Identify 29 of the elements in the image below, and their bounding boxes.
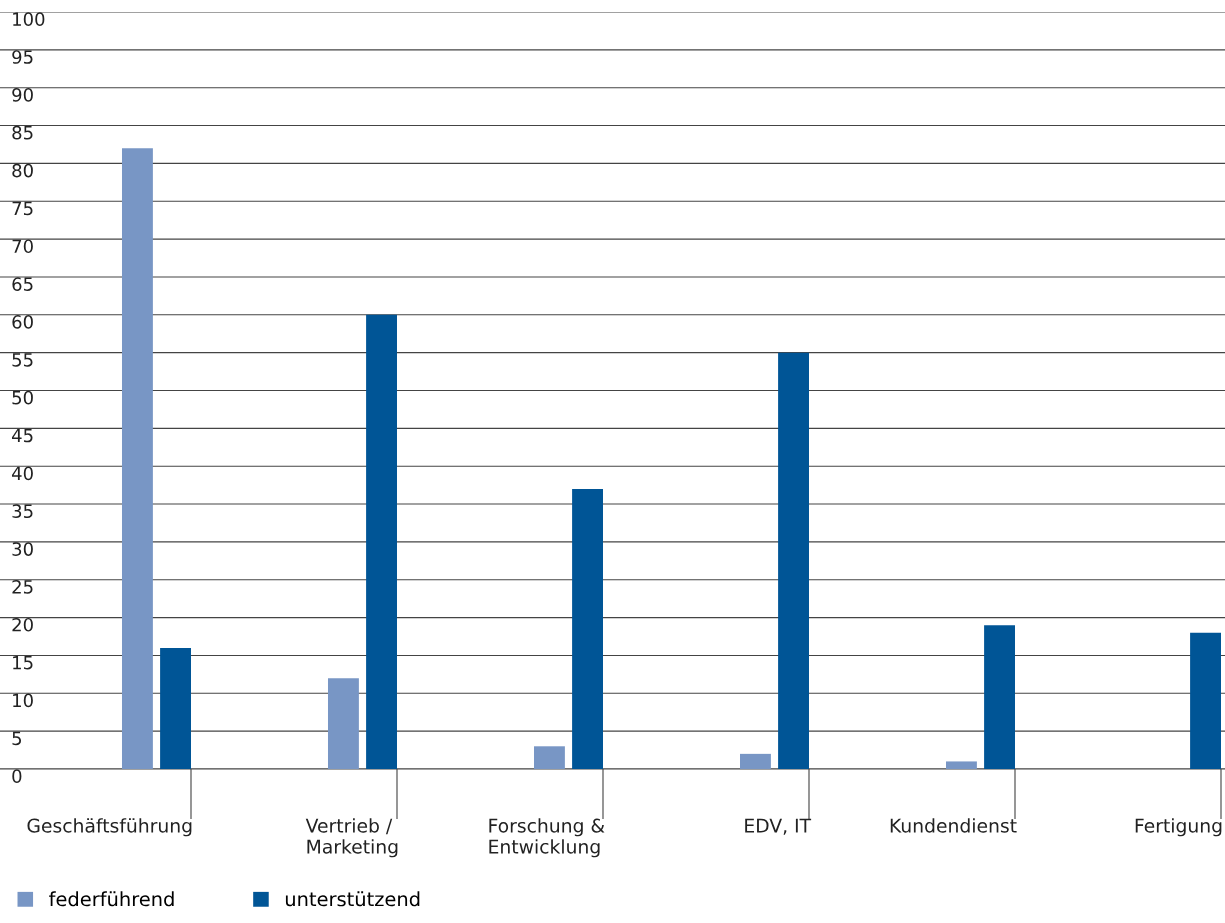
- y-tick-label: 60: [12, 315, 33, 329]
- y-tick-label: 40: [11, 466, 33, 481]
- legend-label: unterstützend: [285, 891, 420, 907]
- x-tick-label: EDV, IT: [745, 818, 812, 835]
- y-tick-label: 75: [12, 201, 33, 216]
- y-tick-label: 55: [12, 353, 33, 367]
- y-tick-label: 20: [12, 617, 33, 632]
- y-tick-label: 50: [12, 390, 33, 405]
- y-tick-label: 85: [12, 125, 33, 140]
- y-tick-label: 10: [13, 693, 33, 708]
- y-tick-label: 100: [13, 12, 45, 26]
- x-tick-label: Kundendienst: [890, 818, 1017, 833]
- y-tick-label: 15: [13, 656, 33, 670]
- x-tick-label: Geschäftsführung: [27, 818, 192, 837]
- y-tick-label: 35: [12, 504, 33, 519]
- y-tick-label: 70: [12, 239, 33, 254]
- legend-label: federführend: [49, 891, 174, 907]
- x-tick-label: Vertrieb / Marketing: [305, 818, 398, 858]
- y-tick-label: 65: [12, 277, 33, 291]
- y-tick-label: 45: [11, 428, 33, 443]
- x-tick-label: Forschung & Entwicklung: [489, 818, 605, 858]
- y-tick-label: 90: [12, 88, 33, 102]
- y-tick-label: 5: [12, 731, 22, 746]
- y-tick-label: 0: [12, 769, 22, 783]
- y-tick-label: 25: [12, 580, 33, 594]
- y-tick-label: 30: [12, 542, 33, 556]
- y-tick-label: 95: [12, 50, 33, 64]
- x-tick-label: Fertigung: [1135, 818, 1222, 837]
- y-tick-label: 80: [12, 163, 33, 178]
